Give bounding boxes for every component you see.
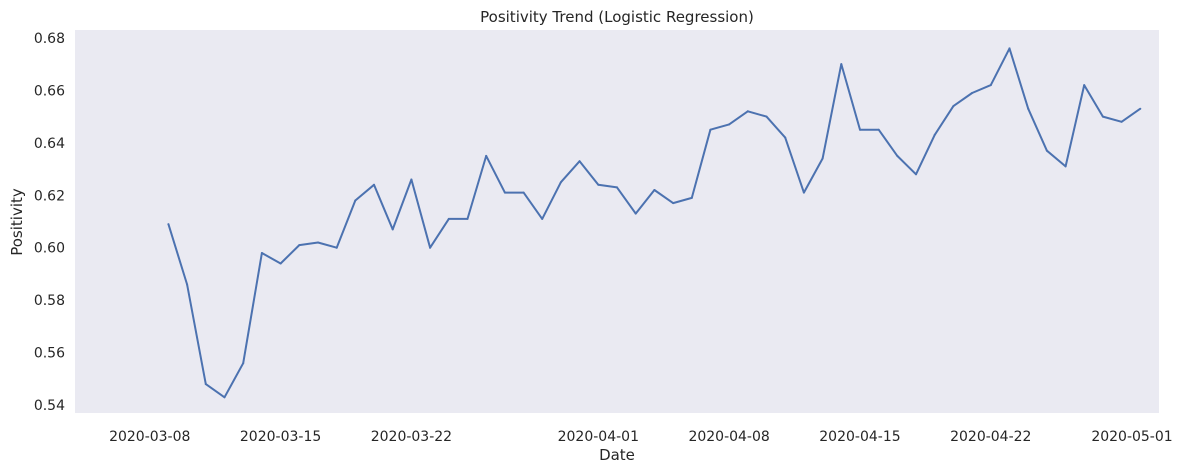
data-point	[746, 110, 749, 113]
data-point	[503, 191, 506, 194]
x-tick-label: 2020-03-22	[371, 429, 452, 445]
data-point	[728, 123, 731, 126]
data-point	[317, 241, 319, 244]
data-point	[653, 189, 656, 191]
data-point	[354, 199, 357, 202]
data-point	[1101, 115, 1104, 118]
y-tick-label: 0.62	[34, 188, 65, 204]
data-point	[335, 246, 338, 249]
y-axis-tick-labels: 0.54 0.56 0.58 0.60 0.62 0.64 0.66 0.68	[34, 31, 65, 414]
x-tick-label: 2020-04-22	[950, 429, 1031, 445]
series-layer	[167, 47, 1142, 399]
y-tick-label: 0.56	[34, 346, 65, 362]
data-point	[634, 212, 637, 215]
data-point	[1120, 120, 1123, 123]
data-point	[541, 217, 544, 220]
data-point	[447, 217, 450, 220]
x-tick-label: 2020-05-01	[1091, 429, 1172, 445]
data-point	[578, 160, 581, 163]
data-point	[298, 244, 301, 247]
data-point	[802, 191, 805, 194]
data-point	[1027, 107, 1030, 110]
x-tick-label: 2020-04-01	[558, 429, 639, 445]
data-point	[597, 183, 600, 186]
data-point	[373, 183, 375, 186]
data-point	[877, 128, 880, 131]
data-point	[896, 154, 899, 157]
data-point	[690, 196, 693, 199]
chart-title: Positivity Trend (Logistic Regression)	[480, 8, 754, 26]
data-point	[559, 181, 562, 184]
y-tick-label: 0.68	[34, 31, 65, 47]
data-point	[915, 173, 917, 176]
data-point	[1008, 47, 1011, 50]
data-point	[260, 252, 263, 254]
data-point	[466, 217, 469, 220]
data-point	[933, 133, 936, 136]
y-tick-label: 0.66	[34, 83, 65, 99]
x-tick-label: 2020-04-08	[688, 429, 769, 445]
y-tick-label: 0.64	[34, 136, 65, 152]
data-point	[616, 186, 618, 189]
plot-area	[75, 30, 1159, 413]
data-point	[952, 105, 955, 108]
data-point	[821, 157, 824, 160]
x-tick-label: 2020-04-15	[819, 429, 900, 445]
data-point	[223, 396, 226, 399]
data-point	[1139, 107, 1142, 110]
x-tick-label: 2020-03-15	[240, 429, 321, 445]
data-point	[186, 283, 189, 286]
data-point	[1083, 84, 1086, 87]
data-point	[971, 92, 974, 94]
y-axis-label: Positivity	[8, 188, 26, 256]
data-point	[989, 84, 992, 87]
data-point	[784, 136, 787, 139]
data-point	[709, 128, 712, 131]
data-point	[522, 191, 525, 194]
data-point	[672, 202, 675, 205]
data-point	[859, 128, 861, 131]
y-tick-label: 0.58	[34, 293, 65, 309]
data-point	[204, 383, 207, 386]
data-point	[279, 262, 282, 265]
x-axis-label: Date	[599, 446, 635, 464]
data-point	[765, 115, 768, 118]
data-point	[242, 362, 245, 365]
data-point	[1045, 149, 1048, 152]
data-point	[167, 223, 170, 226]
x-axis-tick-labels: 2020-03-08 2020-03-15 2020-03-22 2020-04-01…	[109, 429, 1173, 445]
data-point	[429, 246, 432, 249]
x-tick-label: 2020-03-08	[109, 429, 190, 445]
data-point	[485, 154, 488, 157]
data-point	[391, 228, 394, 231]
data-point	[1064, 165, 1067, 168]
data-point	[840, 63, 843, 66]
data-point	[410, 178, 413, 181]
y-tick-label: 0.54	[34, 398, 65, 414]
y-tick-label: 0.60	[34, 241, 65, 257]
